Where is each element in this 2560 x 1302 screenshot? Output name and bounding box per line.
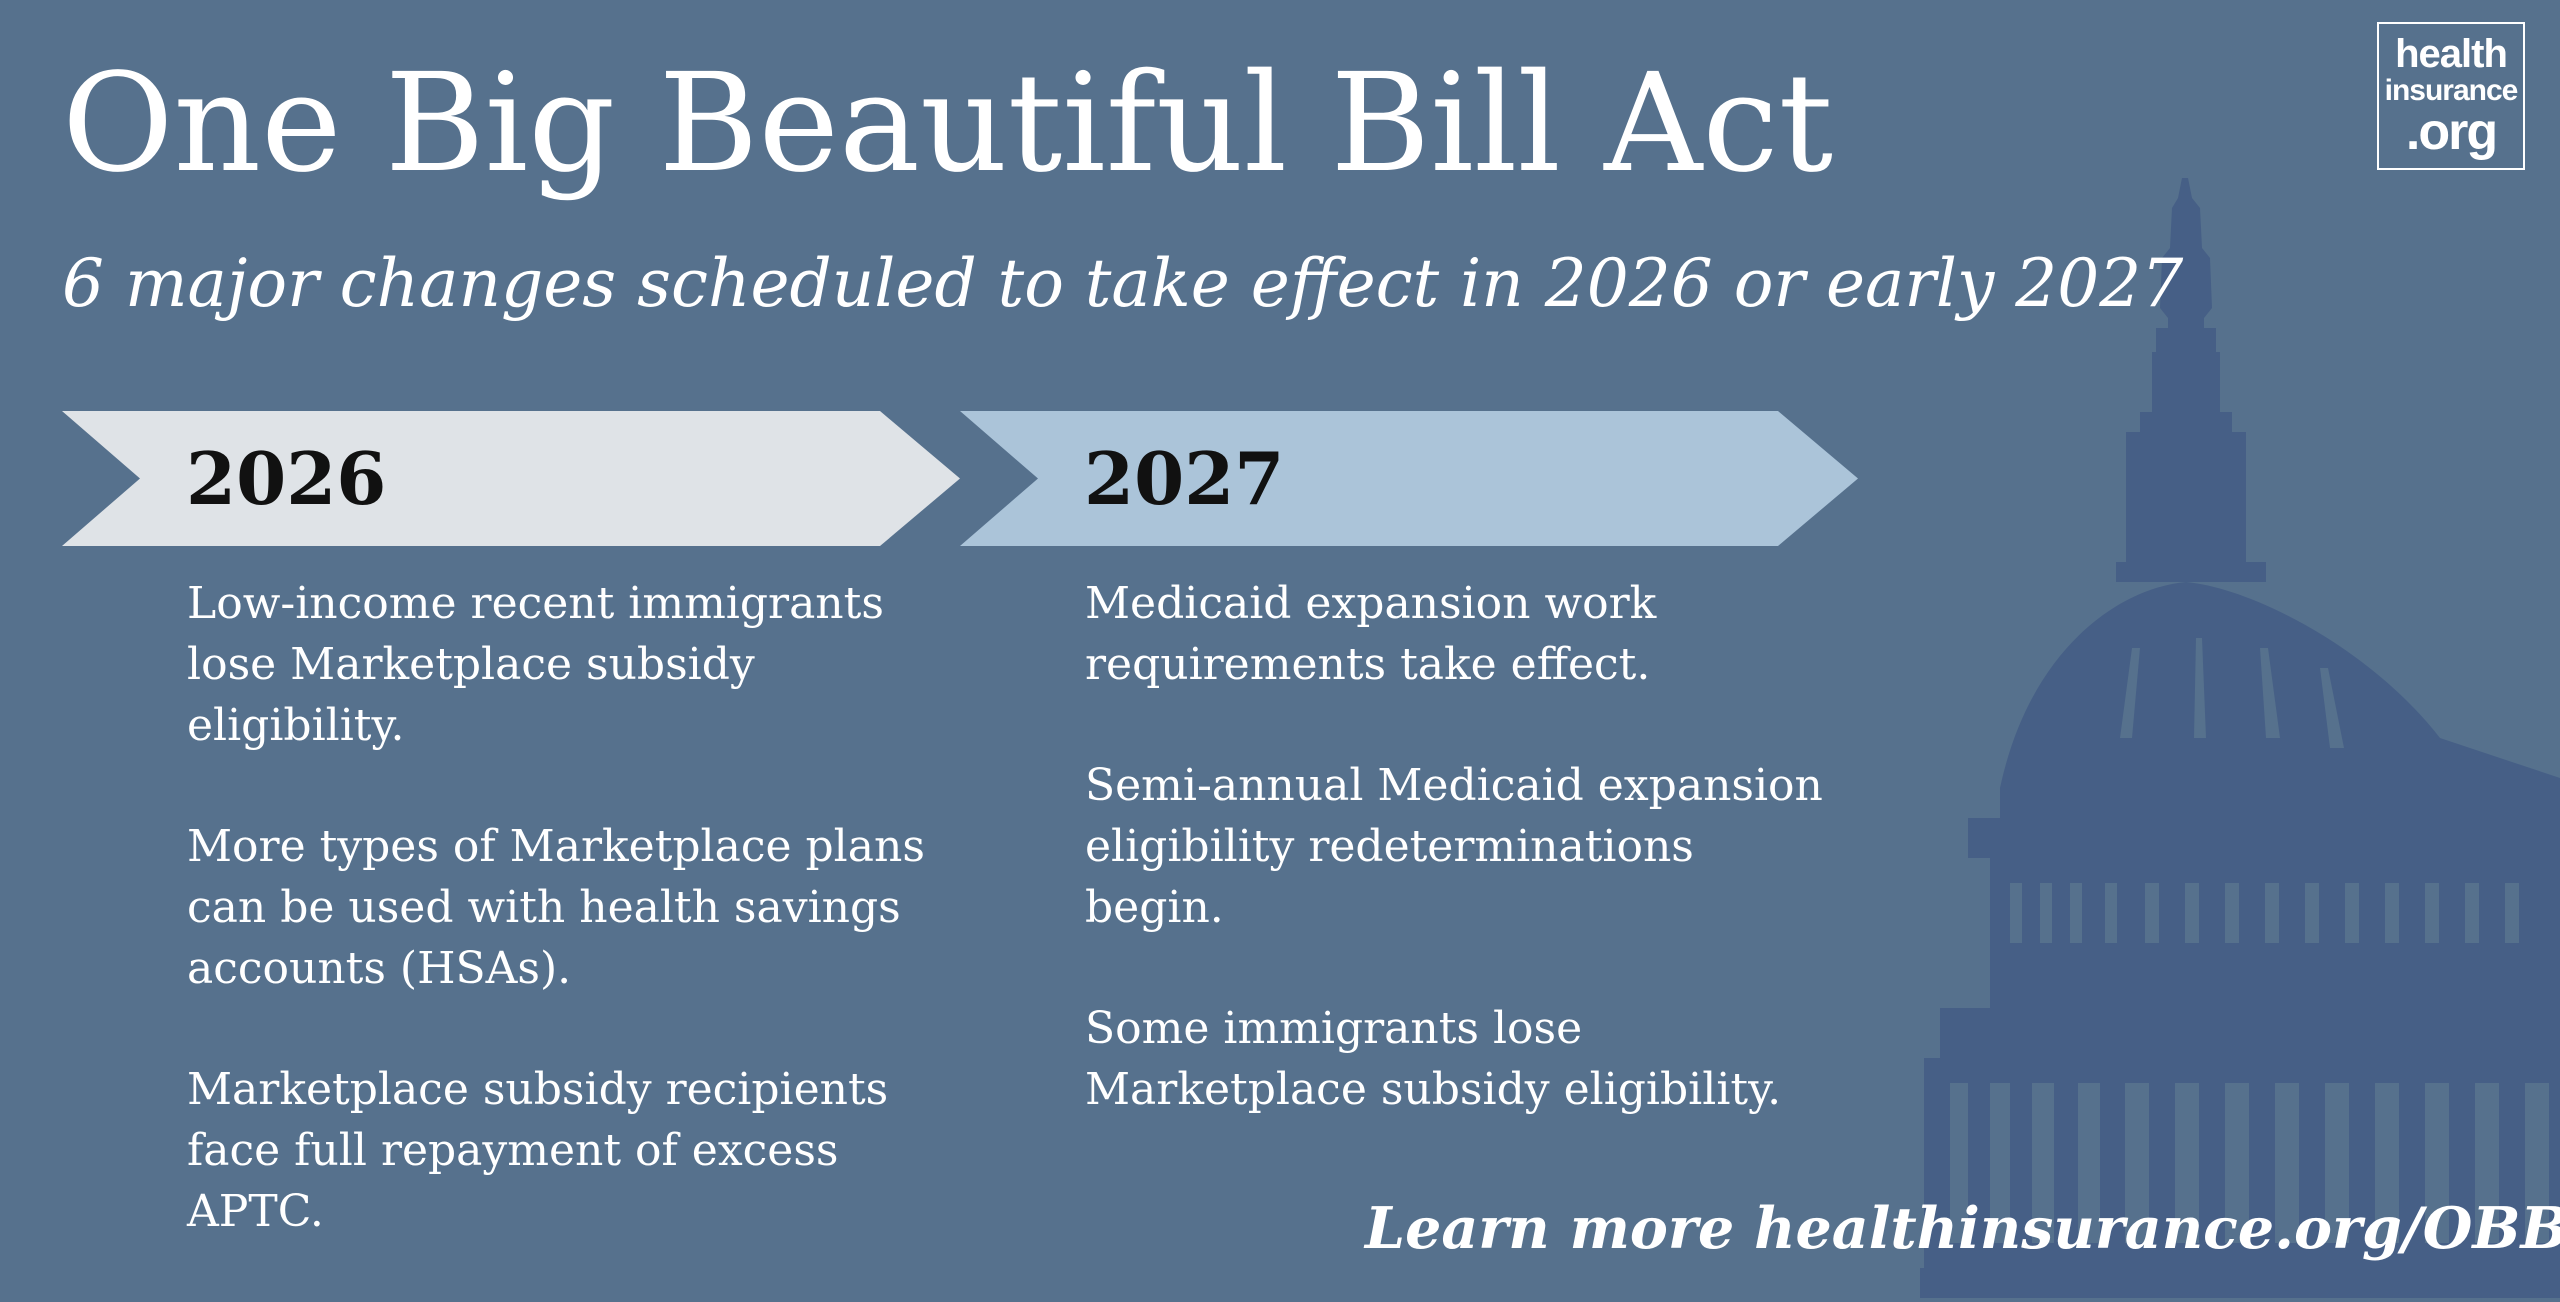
changes-list-2026: Low-income recent immigrants lose Market… <box>187 573 947 1302</box>
logo-line-health: health <box>2395 32 2508 76</box>
logo-line-insurance: insurance <box>2384 74 2519 107</box>
year-label-2027: 2027 <box>1084 436 1285 521</box>
list-item: Some immigrants lose Marketplace subsidy… <box>1085 1003 1782 1115</box>
capitol-dome-icon <box>1920 178 2560 1298</box>
list-item: Medicaid expansion work requirements tak… <box>1085 578 1657 690</box>
changes-list-2027: Medicaid expansion work requirements tak… <box>1085 573 1845 1180</box>
healthinsurance-logo[interactable]: health insurance .org <box>2377 22 2525 170</box>
year-arrow-2026: 2026 <box>62 411 962 546</box>
list-item: Semi-annual Medicaid expansion eligibili… <box>1085 760 1823 933</box>
page-title: One Big Beautiful Bill Act <box>62 45 1834 203</box>
arrow-shape-2027 <box>960 411 1858 546</box>
page-subtitle: 6 major changes scheduled to take effect… <box>62 245 2184 322</box>
logo-line-org: .org <box>2405 103 2498 161</box>
list-item: Low-income recent immigrants lose Market… <box>187 578 884 751</box>
list-item: Marketplace subsidy recipients face full… <box>187 1064 889 1237</box>
year-arrow-2027: 2027 <box>960 411 1860 546</box>
year-label-2026: 2026 <box>186 436 387 521</box>
list-item: More types of Marketplace plans can be u… <box>187 821 925 994</box>
arrow-shape-2026 <box>62 411 960 546</box>
learn-more-link[interactable]: Learn more healthinsurance.org/OBBBA <box>1365 1195 2560 1262</box>
